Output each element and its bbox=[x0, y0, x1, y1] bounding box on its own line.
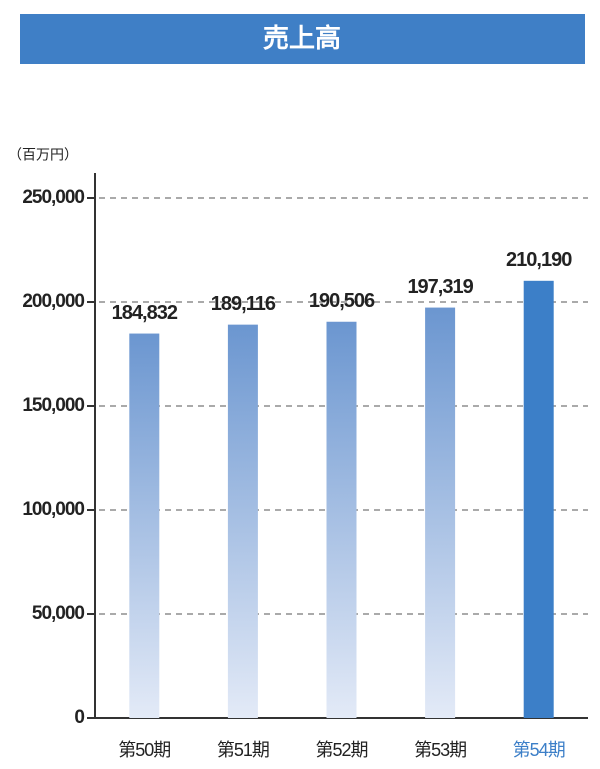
y-tick-label: 250,000 bbox=[22, 187, 84, 208]
value-label: 184,832 bbox=[112, 302, 178, 324]
bar bbox=[227, 324, 258, 718]
chart-title: 売上高 bbox=[263, 23, 341, 53]
x-tick-label: 第53期 bbox=[414, 740, 466, 760]
value-label: 189,116 bbox=[211, 293, 276, 315]
x-tick-label: 第50期 bbox=[118, 740, 170, 760]
bar bbox=[129, 333, 160, 718]
y-tick-label: 100,000 bbox=[22, 499, 84, 520]
value-label: 210,190 bbox=[506, 249, 572, 271]
x-tick-label: 第54期 bbox=[513, 740, 565, 760]
value-label: 190,506 bbox=[309, 290, 375, 312]
value-label: 197,319 bbox=[407, 276, 473, 298]
y-tick-label: 0 bbox=[74, 707, 84, 728]
y-tick-label: 50,000 bbox=[32, 603, 85, 624]
bar bbox=[326, 321, 357, 718]
y-tick-label: 200,000 bbox=[22, 291, 84, 312]
y-tick-label: 150,000 bbox=[22, 395, 84, 416]
bar bbox=[425, 307, 456, 718]
x-tick-label: 第52期 bbox=[315, 740, 367, 760]
title-banner bbox=[20, 14, 585, 64]
bar bbox=[523, 280, 554, 718]
y-axis-label: （百万円） bbox=[8, 147, 78, 163]
x-tick-label: 第51期 bbox=[217, 740, 269, 760]
